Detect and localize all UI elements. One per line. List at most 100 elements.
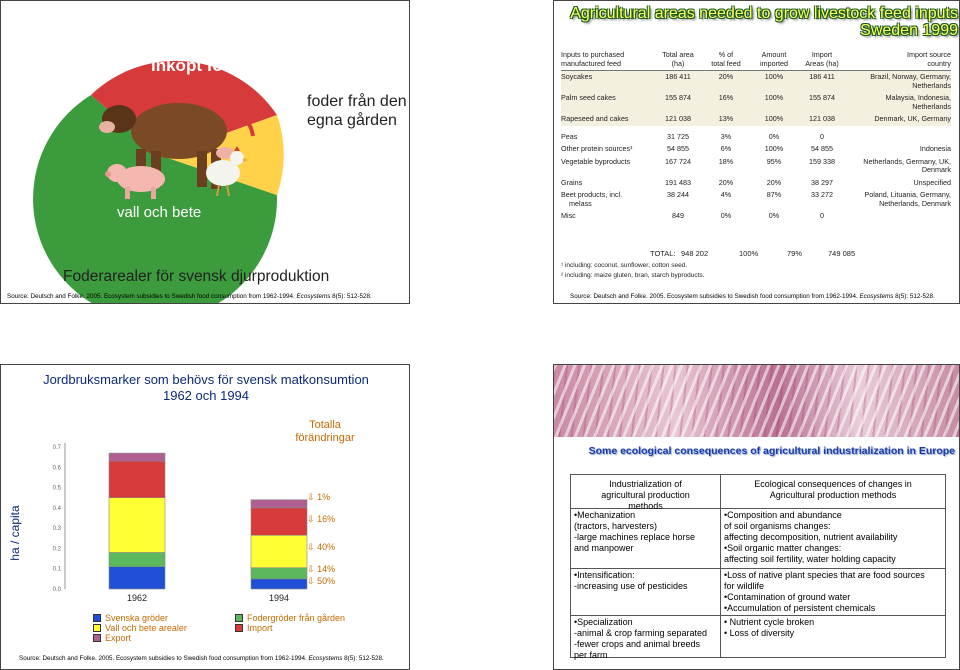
cell-area: 38 244 — [667, 190, 689, 199]
cell-input: Rapeseed and cakes — [561, 113, 655, 126]
chart-legend-right: Fodergröder från gården Import — [235, 613, 345, 633]
col-header-imported: Amount imported — [760, 50, 788, 68]
cell-import-area: 186 411 — [797, 70, 847, 92]
slide4-title: Some ecological consequences of agricult… — [588, 445, 955, 457]
cell-input: Peas — [561, 131, 578, 141]
slide-feed-areas: inköpt foder foder från den egna gården … — [0, 0, 410, 304]
label-own-farm-feed: foder från den egna gården — [307, 93, 407, 129]
cell-imported: 100% — [751, 92, 797, 113]
cell-area: 121 038 — [655, 113, 701, 126]
cell-imported: 0% — [768, 131, 780, 141]
cell-mechanization: •Mechanization (tractors, harvesters) -l… — [571, 509, 720, 569]
cell-imported: 100% — [751, 113, 797, 126]
col-header-country: Import source country — [907, 50, 951, 68]
cell-imported: 95% — [766, 156, 782, 166]
slide-land-use-chart: Jordbruksmarker som behövs för svensk ma… — [0, 364, 410, 670]
footnote-1: ¹ including: coconut, sunflower, cotton … — [561, 262, 688, 269]
cell-area: 155 874 — [655, 92, 701, 113]
down-arrow-icon: ⇩ — [307, 492, 315, 502]
legend-item: Vall och bete arealer — [93, 623, 187, 633]
slide-feed-import-table: Agricultural areas needed to grow livest… — [553, 0, 960, 304]
cell-country: Netherlands, Germany, UK, Denmark — [863, 156, 951, 174]
bar-segment-1962 — [108, 497, 166, 553]
col-header-pct: % of total feed — [711, 50, 741, 68]
chart-title: Jordbruksmarker som behövs för svensk ma… — [43, 372, 369, 403]
x-tick-label: 1994 — [269, 593, 289, 603]
y-tick-label: 0.4 — [53, 506, 62, 512]
col-header-total-area: Total area (ha) — [662, 50, 694, 68]
column-industrialization: Industrialization of agricultural produc… — [571, 475, 721, 660]
cell-country: Indonesia — [919, 144, 951, 153]
table-row: Peas 31 725 3% 0% 0 — [561, 126, 951, 144]
cell-country — [847, 210, 951, 223]
cell-pct: 18% — [718, 156, 734, 166]
change-arrow-import: ⇩ 16% — [307, 514, 336, 524]
cell-country: Poland, Lituania, Germany, Netherlands, D… — [864, 190, 951, 208]
table-row: Grains 191 483 20% 20% 38 297 Unspecified — [561, 177, 951, 190]
cell-pct: 20% — [718, 177, 734, 187]
bar-segment-1962 — [108, 460, 166, 499]
cell-country: Unspecified — [913, 177, 951, 187]
table-row: Vegetable byproducts 167 724 18% 95% 159 338… — [561, 156, 951, 177]
cell-country: Malaysia, Indonesia, Netherlands — [847, 92, 951, 113]
cell-country: Denmark, UK, Germany — [847, 113, 951, 126]
feed-import-table: Inputs to purchased manufactured feed Tot… — [561, 50, 951, 223]
bar-segment-1994 — [250, 567, 308, 580]
cell-area: 167 724 — [665, 156, 691, 166]
column-header: Ecological consequences of changes in Ag… — [721, 475, 945, 509]
column-header: Industrialization of agricultural produc… — [571, 475, 720, 511]
cell-import-area: 54 855 — [811, 144, 833, 153]
onion-photo — [554, 365, 959, 437]
cell-country — [847, 126, 951, 144]
change-arrow-export: ⇩ 1% — [307, 492, 331, 502]
cell-import-area: 0 — [820, 131, 824, 141]
legend-item: Import — [235, 623, 345, 633]
bar-segment-1994 — [250, 534, 308, 569]
footnote-2: ² including: maize gluten, bran, starch … — [561, 272, 705, 279]
bar-segment-1994 — [250, 507, 308, 536]
cell-pct: 0% — [720, 211, 732, 220]
column-consequences: Ecological consequences of changes in Ag… — [721, 475, 945, 657]
down-arrow-icon: ⇩ — [307, 564, 315, 574]
legend-item: Export — [93, 633, 187, 643]
hen-icon — [206, 146, 249, 197]
cell-soil-effects: •Composition and abundance of soil organ… — [721, 509, 945, 569]
cell-import-area: 33 272 — [811, 190, 833, 199]
cell-area: 191 483 — [665, 177, 691, 187]
bar-segment-1962 — [108, 566, 166, 590]
y-tick-label: 0.1 — [53, 567, 62, 573]
cell-pct: 6% — [720, 144, 732, 153]
bar-segment-1994 — [250, 499, 308, 509]
cell-input: Beet products, incl. melass — [561, 190, 623, 208]
legend-item: Fodergröder från gården — [235, 613, 345, 623]
source-citation: Source: Deutsch and Folke. 2005. Ecosyst… — [7, 293, 372, 300]
cell-country: Brazil, Norway, Germany, Netherlands — [847, 70, 951, 92]
source-citation: Source: Deutsch and Folke. 2005. Ecosyst… — [19, 655, 384, 662]
cell-specialization-effects: • Nutrient cycle broken • Loss of diversi… — [724, 617, 815, 638]
slide2-title: Agricultural areas needed to grow livest… — [570, 5, 958, 39]
chart-legend-left: Svenska gröder Vall och bete arealer Exp… — [93, 613, 187, 643]
table-row: Palm seed cakes 155 874 16% 100% 155 874 Mala… — [561, 92, 951, 113]
table-row: Misc 849 0% 0% 0 — [561, 210, 951, 223]
cell-area: 186 411 — [655, 70, 701, 92]
cell-area: 54 855 — [667, 144, 689, 153]
cell-area: 849 — [672, 211, 684, 220]
legend-item: Svenska gröder — [93, 613, 187, 623]
y-tick-label: 0.5 — [53, 486, 62, 492]
cell-intensification: •Intensification: -increasing use of pes… — [571, 569, 720, 616]
source-citation: Source: Deutsch and Folke. 2005. Ecosyst… — [570, 293, 935, 300]
consequences-table: Industrialization of agricultural produc… — [570, 474, 946, 660]
cell-pct: 13% — [701, 113, 751, 126]
cell-input: Palm seed cakes — [561, 92, 655, 113]
slide1-caption: Foderarealer för svensk djurproduktion — [63, 268, 330, 285]
col-header-import-area: Import Areas (ha) — [805, 50, 839, 68]
cell-imported: 87% — [766, 190, 782, 199]
table-row: Soycakes 186 411 20% 100% 186 411 Brazil, Nor… — [561, 70, 951, 92]
down-arrow-icon: ⇩ — [307, 576, 315, 586]
down-arrow-icon: ⇩ — [307, 514, 315, 524]
cell-pct: 4% — [720, 190, 732, 199]
cell-pct: 20% — [701, 70, 751, 92]
cell-input: Misc — [561, 211, 576, 220]
cell-input: Grains — [561, 177, 583, 187]
pig-icon — [105, 164, 165, 199]
